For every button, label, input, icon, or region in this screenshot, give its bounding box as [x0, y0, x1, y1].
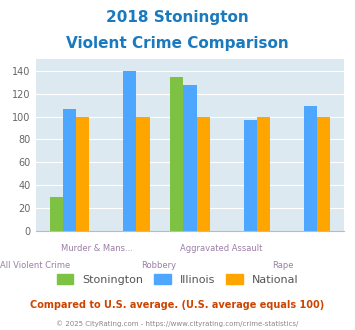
Bar: [123, 71, 136, 231]
Text: © 2025 CityRating.com - https://www.cityrating.com/crime-statistics/: © 2025 CityRating.com - https://www.city…: [56, 320, 299, 327]
Bar: [257, 116, 270, 231]
Text: Robbery: Robbery: [142, 261, 176, 270]
Text: Aggravated Assault: Aggravated Assault: [180, 244, 262, 253]
Bar: [244, 120, 257, 231]
Bar: [76, 116, 89, 231]
Text: Murder & Mans...: Murder & Mans...: [61, 244, 133, 253]
Bar: [183, 84, 197, 231]
Text: 2018 Stonington: 2018 Stonington: [106, 10, 249, 25]
Text: Compared to U.S. average. (U.S. average equals 100): Compared to U.S. average. (U.S. average …: [31, 300, 324, 310]
Bar: [63, 109, 76, 231]
Bar: [304, 106, 317, 231]
Bar: [50, 197, 63, 231]
Legend: Stonington, Illinois, National: Stonington, Illinois, National: [52, 270, 303, 289]
Text: All Violent Crime: All Violent Crime: [0, 261, 71, 270]
Bar: [197, 116, 210, 231]
Text: Rape: Rape: [272, 261, 293, 270]
Bar: [317, 116, 330, 231]
Text: Violent Crime Comparison: Violent Crime Comparison: [66, 36, 289, 51]
Bar: [170, 77, 183, 231]
Bar: [136, 116, 149, 231]
